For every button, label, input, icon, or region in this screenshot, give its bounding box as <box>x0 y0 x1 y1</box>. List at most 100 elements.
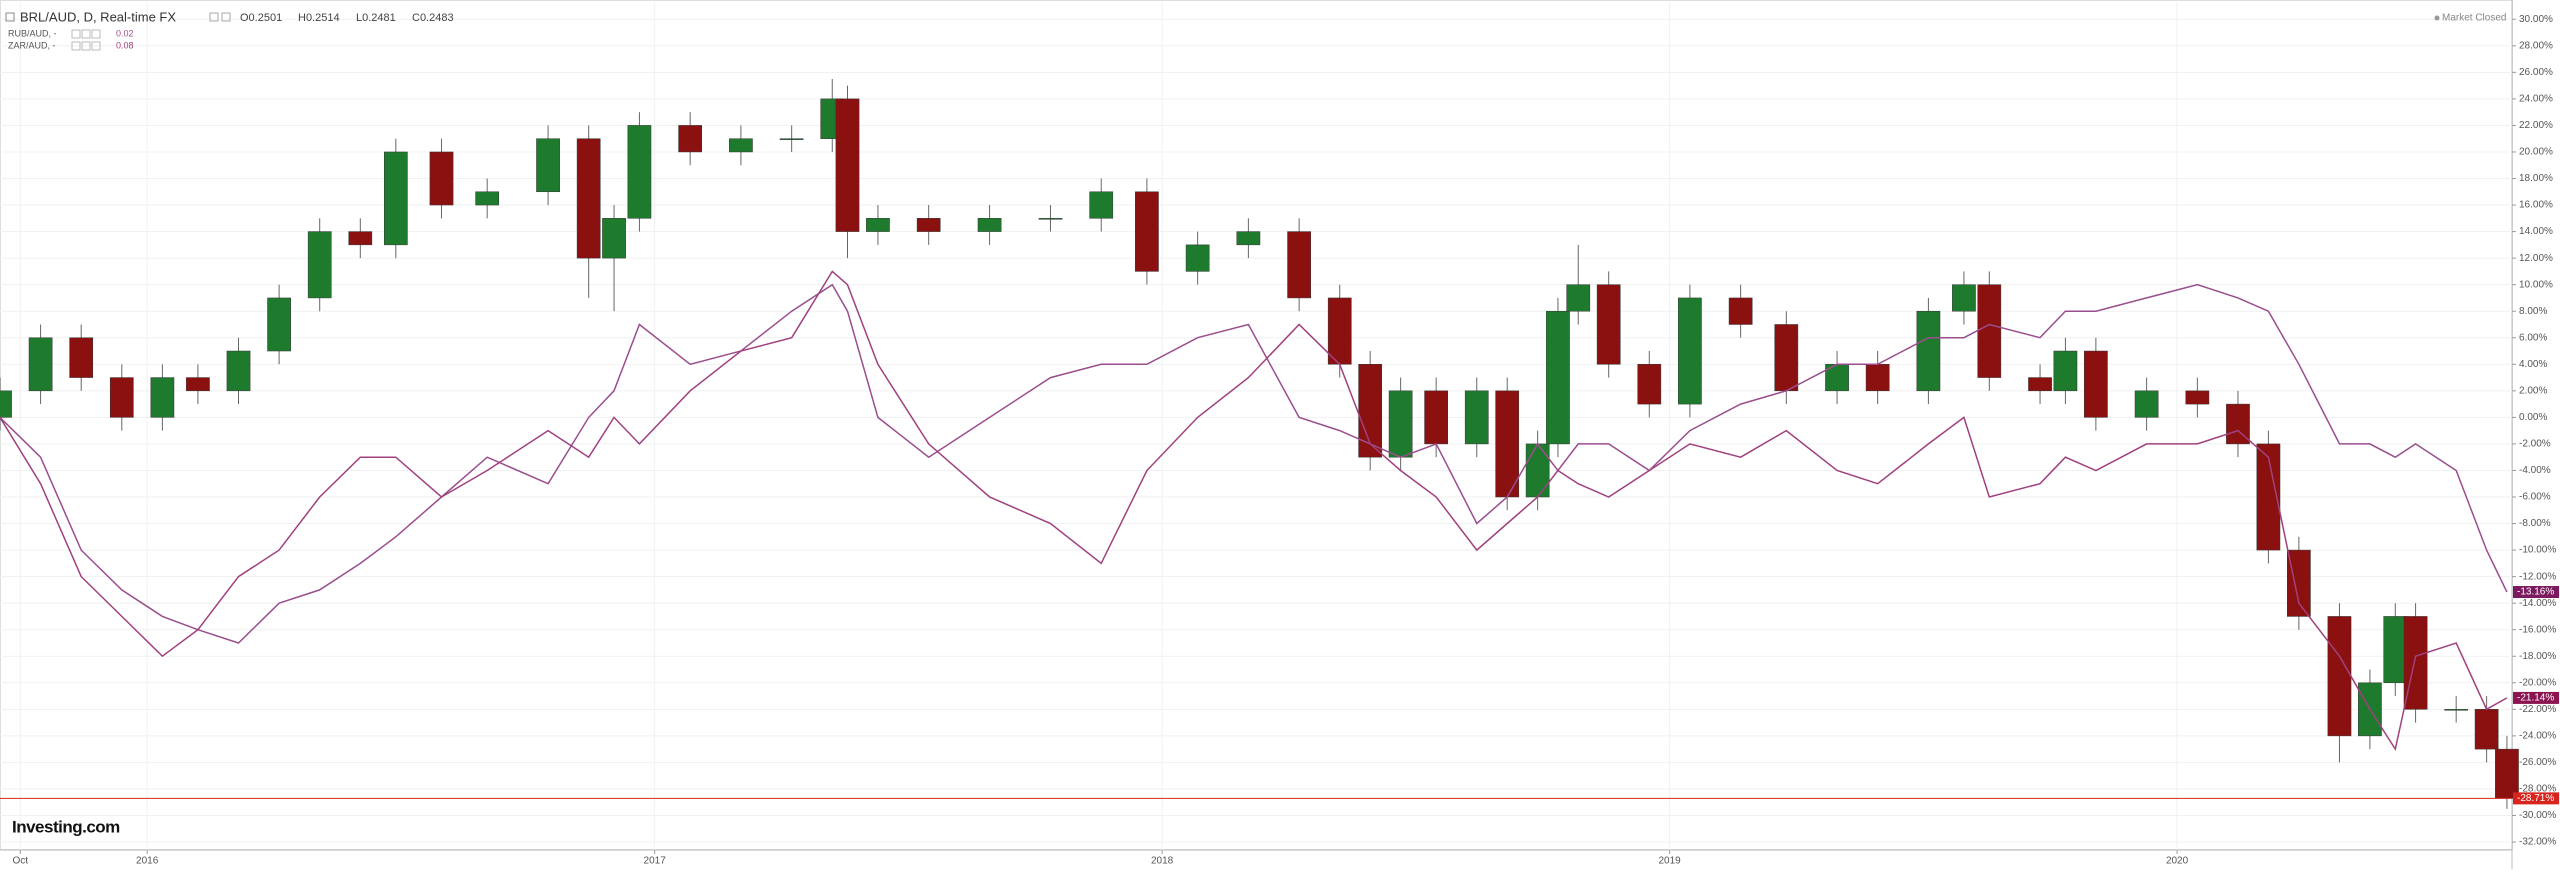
candle-body <box>729 138 753 153</box>
candle-body <box>383 151 408 246</box>
ohlc-low: L0.2481 <box>356 12 396 24</box>
legend-label: RUB/AUD, - <box>8 28 57 38</box>
y-tick-label: 4.00% <box>2519 359 2547 370</box>
y-tick-label: -4.00% <box>2519 465 2551 476</box>
settings-icon[interactable] <box>221 12 231 22</box>
candle-body <box>186 377 210 392</box>
chart-title: BRL/AUD, D, Real-time FX <box>20 9 176 24</box>
x-tick-label: 2017 <box>644 856 667 867</box>
price-label-box <box>2513 792 2559 805</box>
y-tick-label: 18.00% <box>2519 173 2553 184</box>
candle-body <box>1089 191 1114 219</box>
candle-body <box>2444 709 2469 711</box>
candle-body <box>1424 390 1448 445</box>
candle-body <box>2084 350 2108 418</box>
candle-body <box>2028 377 2052 392</box>
candle-body <box>977 218 1002 232</box>
legend-icon <box>81 29 91 39</box>
candle-body <box>28 337 53 392</box>
candle-body <box>1546 310 1570 445</box>
y-tick-label: -26.00% <box>2519 757 2556 768</box>
candle-body <box>1388 390 1413 458</box>
y-tick-label: 0.00% <box>2519 412 2547 423</box>
legend-icon <box>71 41 81 51</box>
y-tick-label: -16.00% <box>2519 624 2556 635</box>
candle-body <box>2287 549 2311 617</box>
y-tick-label: -22.00% <box>2519 704 2556 715</box>
candle-body <box>2383 616 2408 684</box>
ohlc-high: H0.2514 <box>298 12 340 24</box>
settings-icon[interactable] <box>209 12 219 22</box>
candle-body <box>1038 218 1063 220</box>
y-tick-label: 14.00% <box>2519 226 2553 237</box>
legend-icon <box>81 41 91 51</box>
y-tick-label: -8.00% <box>2519 518 2551 529</box>
legend-value: 0.08 <box>116 40 134 50</box>
logo: Investing.com <box>12 817 120 836</box>
candle-body <box>1287 231 1311 299</box>
legend-icon <box>91 29 101 39</box>
candle-body <box>2327 616 2352 737</box>
candle-body <box>1185 244 1210 272</box>
y-tick-label: -30.00% <box>2519 810 2556 821</box>
market-status: Market Closed <box>2442 13 2506 24</box>
price-label-box <box>2513 691 2559 704</box>
candle-body <box>109 377 134 418</box>
x-tick-label: 2019 <box>1658 856 1681 867</box>
series-line <box>0 270 2508 752</box>
candle-body <box>2226 403 2250 445</box>
ohlc-open: O0.2501 <box>240 12 282 24</box>
candle-body <box>475 191 500 206</box>
candle-body <box>1865 364 1890 392</box>
candle-body <box>536 138 560 193</box>
y-tick-label: -20.00% <box>2519 677 2556 688</box>
candle-body <box>1525 443 1550 498</box>
series <box>0 78 2519 809</box>
y-tick-label: 28.00% <box>2519 40 2553 51</box>
candle-body <box>1952 284 1976 312</box>
price-label-box <box>2513 586 2559 599</box>
y-tick-label: 8.00% <box>2519 306 2547 317</box>
y-tick-label: 16.00% <box>2519 200 2553 211</box>
price-label: -13.16% <box>2517 587 2554 598</box>
collapse-icon[interactable] <box>5 12 15 22</box>
y-tick-label: -10.00% <box>2519 545 2556 556</box>
legend-label: ZAR/AUD, - <box>8 40 56 50</box>
status-dot <box>2434 15 2440 21</box>
candle-body <box>348 231 373 246</box>
overlay: BRL/AUD, D, Real-time FX O0.2501 H0.2514… <box>0 9 2559 836</box>
candle-body <box>1495 390 1520 498</box>
candle-body <box>1637 364 1662 405</box>
y-tick-label: -6.00% <box>2519 492 2551 503</box>
candle-body <box>307 231 332 299</box>
x-tick-label: Oct <box>13 856 29 867</box>
candle-body <box>69 337 94 378</box>
x-tick-label: 2018 <box>1151 856 1174 867</box>
plot-frame <box>0 0 2513 850</box>
candle-body <box>1358 364 1383 458</box>
candle-body <box>916 218 941 232</box>
candle-body <box>1135 191 1159 272</box>
y-tick-label: 2.00% <box>2519 385 2547 396</box>
candle-body <box>429 151 454 206</box>
y-tick-label: -2.00% <box>2519 439 2551 450</box>
candle-body <box>1916 310 1941 392</box>
candle-body <box>1774 324 1799 392</box>
y-tick-label: -12.00% <box>2519 571 2556 582</box>
x-tick-label: 2020 <box>2166 856 2189 867</box>
candle-body <box>2053 350 2078 392</box>
legend-value: 0.02 <box>116 28 134 38</box>
candle-body <box>2495 748 2519 799</box>
candle-body <box>150 377 175 418</box>
price-label: -28.71% <box>2517 793 2554 804</box>
candle-body <box>267 297 291 352</box>
candle-body <box>576 138 601 259</box>
y-tick-label: 24.00% <box>2519 94 2553 105</box>
candle-body <box>2185 390 2210 405</box>
ohlc-close: C0.2483 <box>412 12 454 24</box>
y-tick-label: -14.00% <box>2519 598 2556 609</box>
candle-body <box>1728 297 1753 325</box>
y-tick-label: 26.00% <box>2519 67 2553 78</box>
candle-body <box>2474 709 2499 750</box>
